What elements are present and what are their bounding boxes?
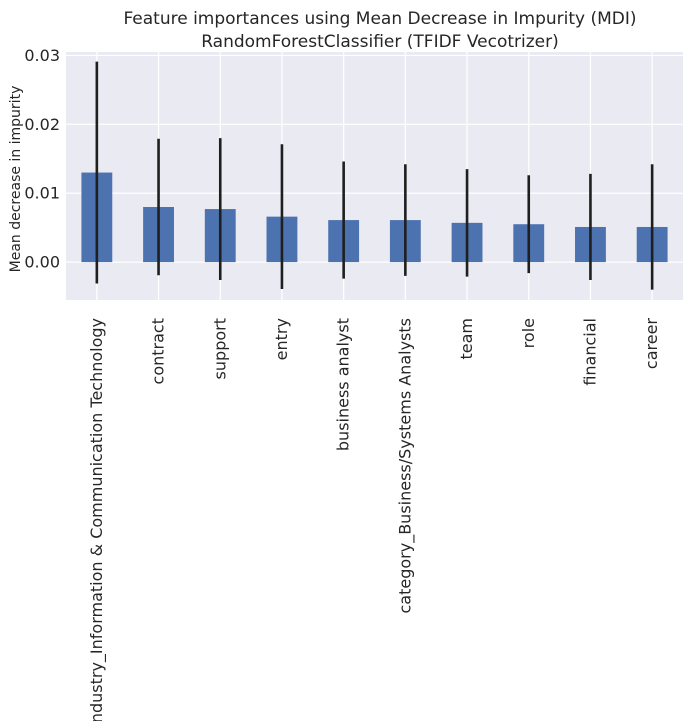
error-bars: [95, 61, 654, 290]
y-axis-ticks: 0.00 0.01 0.02 0.03: [24, 46, 60, 272]
x-tick-label: contract: [149, 318, 168, 384]
y-tick-label: 0.01: [24, 184, 60, 203]
y-tick-label: 0.00: [24, 253, 60, 272]
chart-subtitle: RandomForestClassifier (TFIDF Vecotrizer…: [201, 32, 559, 52]
x-tick-label: business analyst: [334, 318, 353, 451]
x-tick-label: category_Business/Systems Analysts: [395, 318, 415, 614]
x-tick-label: entry: [272, 318, 291, 360]
x-tick-label: career: [642, 318, 661, 370]
x-axis-ticks: industry_Information & Communication Tec…: [87, 318, 661, 721]
x-tick-label: industry_Information & Communication Tec…: [87, 318, 107, 721]
x-tick-label: role: [519, 318, 538, 348]
y-axis-label: Mean decrease in impurity: [8, 86, 24, 273]
x-tick-label: support: [210, 318, 229, 379]
chart-title: Feature importances using Mean Decrease …: [123, 9, 636, 29]
y-tick-label: 0.02: [24, 115, 60, 134]
x-tick-label: team: [457, 318, 476, 360]
x-tick-label: financial: [580, 318, 599, 386]
y-tick-label: 0.03: [24, 46, 60, 65]
